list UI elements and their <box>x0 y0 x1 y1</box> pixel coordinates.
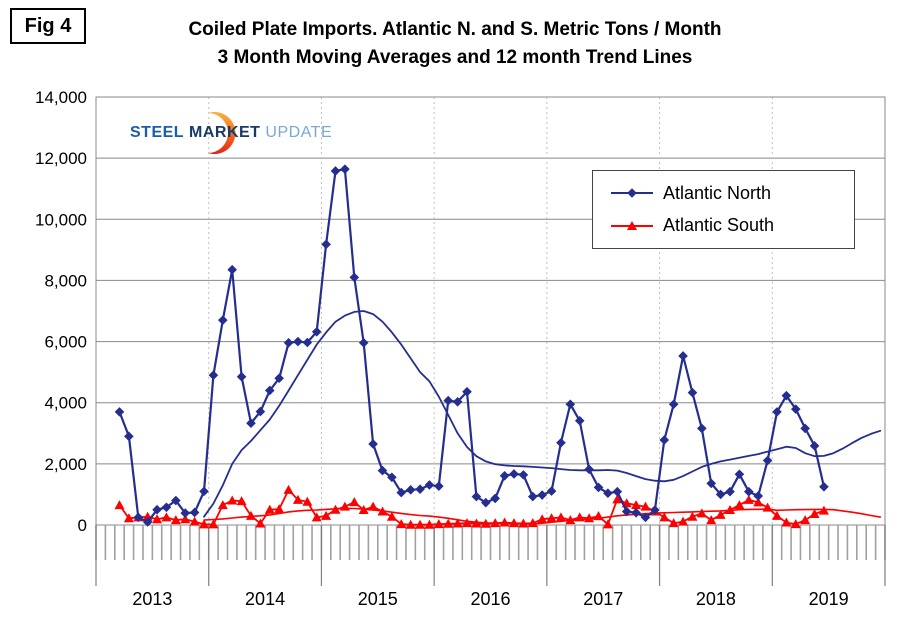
atlantic-north-marker-icon <box>611 188 653 198</box>
svg-text:8,000: 8,000 <box>44 271 87 290</box>
svg-text:0: 0 <box>78 516 87 535</box>
figure-number-label: Fig 4 <box>24 14 72 37</box>
svg-text:2016: 2016 <box>470 589 510 609</box>
smu-word-market: MARKET <box>189 124 261 141</box>
svg-text:2017: 2017 <box>583 589 623 609</box>
svg-text:2015: 2015 <box>358 589 398 609</box>
svg-text:2018: 2018 <box>696 589 736 609</box>
legend-item-atlantic-south: Atlantic South <box>609 215 854 236</box>
smu-logo-text: STEEL MARKET UPDATE <box>130 124 332 142</box>
svg-text:12,000: 12,000 <box>35 149 87 168</box>
smu-crescent-icon <box>208 112 236 154</box>
svg-text:4,000: 4,000 <box>44 394 87 413</box>
svg-text:2013: 2013 <box>132 589 172 609</box>
legend: Atlantic North Atlantic South <box>592 170 855 249</box>
svg-text:14,000: 14,000 <box>35 88 87 107</box>
svg-text:2,000: 2,000 <box>44 455 87 474</box>
smu-logo: STEEL MARKET UPDATE <box>112 110 332 156</box>
svg-text:2014: 2014 <box>245 589 285 609</box>
chart-title-line1: Coiled Plate Imports. Atlantic N. and S.… <box>188 19 722 40</box>
figure-number-box: Fig 4 <box>10 8 86 44</box>
legend-item-atlantic-north: Atlantic North <box>609 183 854 204</box>
legend-label-atlantic-north: Atlantic North <box>663 182 772 203</box>
chart-title: Coiled Plate Imports. Atlantic N. and S.… <box>0 16 910 72</box>
atlantic-south-marker-icon <box>611 220 653 230</box>
smu-word-steel: STEEL <box>130 124 185 141</box>
chart-title-line2: 3 Month Moving Averages and 12 month Tre… <box>217 47 693 68</box>
svg-text:6,000: 6,000 <box>44 333 87 352</box>
svg-text:2019: 2019 <box>809 589 849 609</box>
smu-word-update: UPDATE <box>265 124 333 141</box>
svg-text:10,000: 10,000 <box>35 210 87 229</box>
legend-label-atlantic-south: Atlantic South <box>663 215 775 236</box>
